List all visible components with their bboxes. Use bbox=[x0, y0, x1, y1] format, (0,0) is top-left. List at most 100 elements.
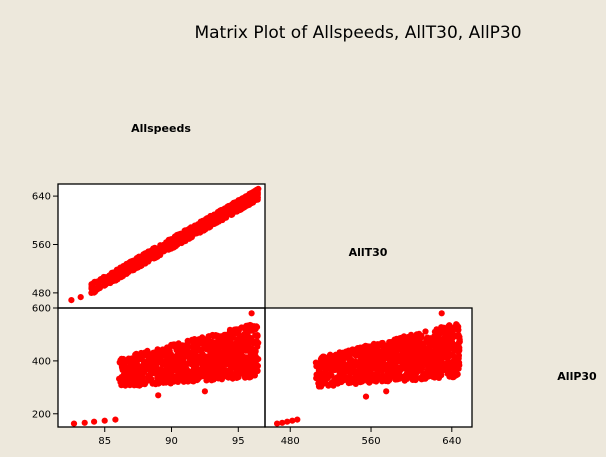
data-point bbox=[380, 342, 388, 349]
data-point bbox=[374, 360, 381, 367]
data-point bbox=[131, 380, 138, 387]
data-point bbox=[191, 226, 198, 233]
data-point bbox=[199, 334, 206, 341]
data-point bbox=[367, 370, 374, 377]
data-point bbox=[347, 375, 354, 382]
data-point bbox=[430, 337, 438, 345]
data-point bbox=[447, 364, 454, 371]
data-point bbox=[164, 347, 172, 354]
data-point bbox=[168, 237, 176, 244]
outlier-point bbox=[274, 420, 281, 427]
data-point bbox=[176, 358, 183, 365]
x-tick-label: 85 bbox=[98, 436, 111, 447]
data-point bbox=[250, 194, 258, 202]
data-point bbox=[98, 277, 105, 284]
data-point bbox=[224, 334, 231, 341]
data-point bbox=[401, 363, 408, 370]
data-point bbox=[245, 372, 252, 379]
data-point bbox=[188, 355, 195, 362]
variable-label-allspeeds: Allspeeds bbox=[131, 122, 191, 135]
data-point bbox=[237, 363, 244, 370]
data-point bbox=[239, 195, 246, 202]
data-point bbox=[146, 367, 153, 374]
data-point bbox=[371, 364, 378, 372]
data-point bbox=[424, 367, 431, 374]
x-tick-label: 640 bbox=[442, 436, 461, 447]
data-point bbox=[138, 353, 145, 360]
data-point bbox=[142, 250, 149, 257]
x-tick-label: 560 bbox=[361, 436, 380, 447]
data-point bbox=[177, 348, 184, 355]
data-point bbox=[399, 347, 406, 354]
data-point bbox=[214, 362, 221, 369]
data-point bbox=[208, 367, 215, 374]
data-point bbox=[147, 251, 155, 258]
data-point bbox=[135, 369, 142, 376]
data-point bbox=[326, 352, 333, 359]
data-point bbox=[203, 222, 210, 229]
data-point bbox=[345, 364, 352, 371]
outlier-point bbox=[70, 420, 78, 427]
data-point bbox=[213, 350, 220, 357]
data-point bbox=[150, 349, 157, 356]
y-tick-label: 200 bbox=[32, 409, 51, 420]
data-point bbox=[171, 358, 179, 365]
outlier-point bbox=[68, 297, 75, 304]
outlier-point bbox=[201, 388, 208, 395]
data-point bbox=[192, 350, 199, 357]
data-point bbox=[170, 365, 177, 372]
data-point bbox=[422, 356, 429, 363]
data-point bbox=[247, 354, 254, 361]
data-point bbox=[253, 188, 260, 196]
data-point bbox=[218, 206, 225, 214]
data-point bbox=[229, 363, 237, 370]
data-point bbox=[101, 282, 108, 289]
data-point bbox=[352, 372, 359, 379]
data-point bbox=[226, 326, 234, 333]
data-point bbox=[168, 374, 175, 381]
data-point bbox=[215, 356, 222, 363]
data-point bbox=[384, 365, 391, 372]
data-point bbox=[326, 381, 333, 388]
data-point bbox=[434, 327, 441, 334]
data-point bbox=[178, 231, 185, 238]
data-point bbox=[236, 355, 244, 363]
data-point bbox=[408, 362, 415, 369]
data-point bbox=[253, 323, 260, 330]
outlier-point bbox=[362, 393, 370, 400]
data-point bbox=[455, 326, 462, 334]
y-tick-label: 400 bbox=[32, 356, 51, 367]
data-point bbox=[141, 254, 148, 262]
data-point bbox=[344, 354, 351, 361]
panel-points bbox=[68, 185, 262, 304]
outlier-point bbox=[88, 289, 95, 296]
panel-points bbox=[274, 310, 463, 427]
data-point bbox=[203, 216, 210, 223]
data-point bbox=[221, 341, 228, 349]
data-point bbox=[88, 284, 95, 291]
data-point bbox=[374, 352, 381, 360]
outlier-point bbox=[294, 416, 301, 423]
data-point bbox=[250, 360, 257, 367]
panel-frame bbox=[264, 307, 473, 428]
data-point bbox=[438, 371, 445, 378]
axis-ticks: 480 560 640 200 400 600 85 90 95 480 560 640 bbox=[32, 192, 461, 447]
data-point bbox=[362, 360, 369, 367]
data-point bbox=[360, 376, 367, 383]
data-point bbox=[427, 343, 434, 350]
x-tick-label: 95 bbox=[232, 436, 245, 447]
data-point bbox=[384, 353, 391, 360]
data-point bbox=[179, 238, 187, 245]
data-point bbox=[190, 231, 197, 238]
data-point bbox=[122, 263, 129, 271]
data-point bbox=[131, 355, 138, 362]
data-point bbox=[382, 376, 389, 383]
outlier-point bbox=[438, 310, 445, 317]
data-point bbox=[379, 367, 386, 374]
data-point bbox=[229, 375, 236, 382]
data-point bbox=[221, 214, 228, 221]
data-point bbox=[93, 278, 100, 285]
y-tick-label: 600 bbox=[32, 304, 51, 315]
data-point bbox=[144, 358, 151, 365]
data-point bbox=[228, 370, 235, 377]
